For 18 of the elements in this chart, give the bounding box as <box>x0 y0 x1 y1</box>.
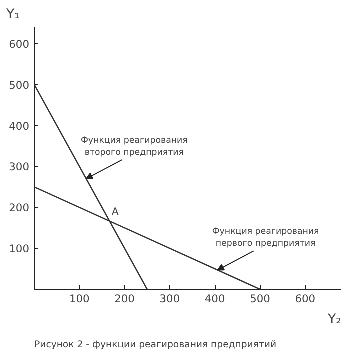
annotation: Функция реагирования первого предприятия <box>212 227 320 250</box>
y-axis-title: Y₁ <box>6 8 20 22</box>
y-tick-label: 300 <box>9 160 30 174</box>
x-tick-label: 400 <box>204 292 226 306</box>
text: Рисунок 2 - функции реагирования предприятий <box>34 340 277 350</box>
y-tick-label: 600 <box>9 38 30 51</box>
x-tick-label: 600 <box>295 292 316 306</box>
x-tick-label: 200 <box>114 292 136 306</box>
x-axis-title: Y₂ <box>327 312 342 328</box>
y-tick-label: 200 <box>9 202 30 215</box>
x-tick-label: 100 <box>69 292 90 306</box>
annotation: Функция реагирования второго предприятия <box>80 136 188 158</box>
y-tick-label: 100 <box>9 242 30 256</box>
x-tick-label: 300 <box>160 292 180 306</box>
y-tick-label: 400 <box>9 120 30 133</box>
annotation: A <box>112 205 120 218</box>
y-tick-label: 500 <box>9 78 30 92</box>
x-tick-label: 500 <box>250 292 271 306</box>
